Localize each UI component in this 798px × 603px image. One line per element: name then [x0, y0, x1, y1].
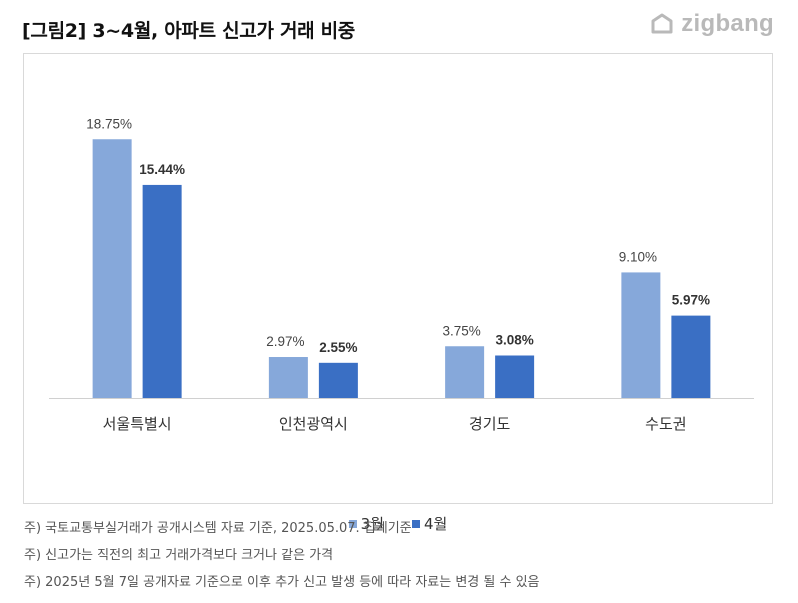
- data-label: 3.75%: [442, 323, 480, 338]
- chart-title: [그림2] 3~4월, 아파트 신고가 거래 비중: [22, 20, 355, 42]
- bar: [92, 139, 132, 398]
- legend-label-april: 4월: [424, 515, 448, 533]
- zigbang-house-icon: [651, 13, 673, 34]
- data-label: 2.97%: [266, 334, 304, 349]
- bar: [495, 355, 535, 398]
- legend-swatch-march: [348, 519, 357, 528]
- data-label: 5.97%: [672, 293, 710, 308]
- data-label: 9.10%: [619, 249, 657, 264]
- legend: 3월 4월: [24, 513, 772, 534]
- footnote: 주) 국토교통부실거래가 공개시스템 자료 기준, 2025.05.07. 집계…: [24, 521, 412, 536]
- bar: [268, 357, 308, 398]
- data-label: 2.55%: [319, 340, 357, 355]
- bar: [318, 362, 358, 398]
- legend-item-march: 3월: [348, 513, 384, 534]
- legend-swatch-april: [412, 519, 420, 528]
- footnote: 주) 2025년 5월 7일 공개자료 기준으로 이후 추가 신고 발생 등에 …: [24, 575, 540, 590]
- bar: [445, 346, 485, 398]
- legend-label-march: 3월: [360, 515, 384, 533]
- data-label: 18.75%: [86, 116, 132, 131]
- zigbang-logo: zigbang: [649, 10, 774, 38]
- bar: [621, 272, 661, 398]
- data-label: 3.08%: [495, 332, 533, 347]
- category-label: 서울특별시: [103, 415, 172, 433]
- legend-item-april: 4월: [412, 513, 447, 534]
- category-label: 인천광역시: [279, 415, 348, 433]
- chart-area: 18.75% 15.44% 서울특별시 2.97% 2.55% 인천광역시 3.75% 3.0…: [23, 53, 773, 533]
- bar-chart: 18.75% 15.44% 서울특별시 2.97% 2.55% 인천광역시 3.75% 3.0…: [49, 116, 754, 433]
- category-label: 수도권: [645, 415, 686, 433]
- footnote: 주) 신고가는 직전의 최고 거래가격보다 크거나 같은 가격: [24, 548, 334, 563]
- bar: [671, 315, 711, 398]
- logo-text: zigbang: [681, 10, 774, 37]
- bar: [142, 184, 182, 398]
- category-label: 경기도: [469, 415, 511, 433]
- data-label: 15.44%: [139, 162, 185, 177]
- footnotes: 주) 국토교통부실거래가 공개시스템 자료 기준, 2025.05.07. 집계…: [24, 515, 540, 596]
